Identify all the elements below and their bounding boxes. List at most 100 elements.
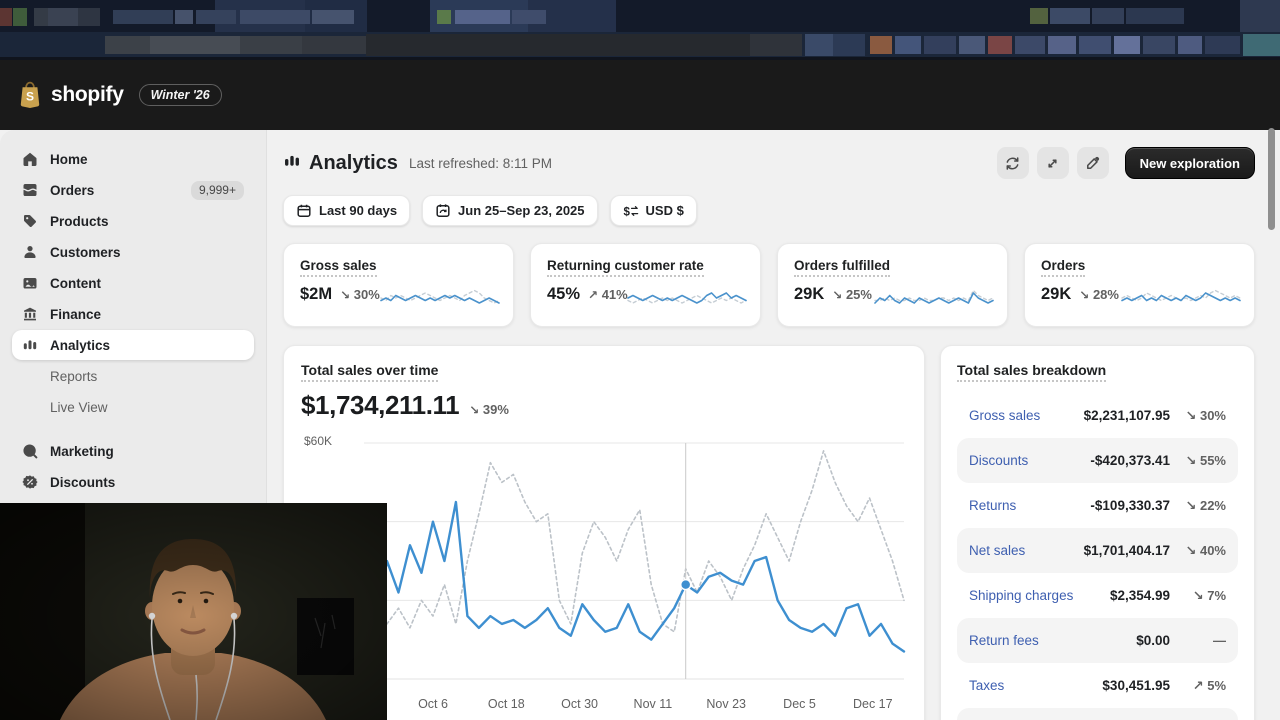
pencil-icon: [1087, 156, 1100, 169]
sidebar-item-label: Analytics: [50, 337, 111, 353]
breakdown-row-returns: Returns -$109,330.37 ↘ 22%: [957, 483, 1238, 528]
breakdown-row-link[interactable]: Gross sales: [969, 408, 1041, 423]
y-axis-top-label: $60K: [304, 434, 333, 448]
sidebar-item-customers[interactable]: Customers: [12, 237, 254, 267]
new-exploration-button[interactable]: New exploration: [1124, 147, 1255, 179]
customers-icon: [22, 244, 38, 260]
x-axis-labels: Oct 6 Oct 18 Oct 30 Nov 11 Nov 23 Dec 5 Dec 17: [344, 697, 906, 715]
filter-last-90-days[interactable]: Last 90 days: [283, 195, 411, 226]
breakdown-row-link[interactable]: Shipping charges: [969, 588, 1074, 603]
calendar-refresh-icon: [435, 203, 451, 219]
marketing-icon: [22, 443, 38, 459]
sidebar-item-finance[interactable]: Finance: [12, 299, 254, 329]
metric-card-orders-fulfilled[interactable]: Orders fulfilled 29K ↘ 25%: [777, 243, 1008, 327]
sales-line-chart[interactable]: [344, 441, 906, 691]
finance-icon: [22, 306, 38, 322]
breakdown-row-link[interactable]: Taxes: [969, 678, 1005, 693]
metric-card-value: 29K: [794, 285, 825, 303]
breakdown-row-value: $0.00: [1136, 633, 1170, 648]
webcam-person-illustration: [0, 503, 387, 720]
x-axis-label: Nov 11: [633, 697, 673, 711]
scrollbar-thumb[interactable]: [1268, 128, 1275, 230]
calendar-icon: [296, 203, 312, 219]
breakdown-row-link[interactable]: Discounts: [969, 453, 1029, 468]
filter-label: Jun 25–Sep 23, 2025: [458, 203, 585, 218]
products-icon: [22, 213, 38, 229]
shopify-topbar: S shopify Winter '26 Search ⌘ K: [0, 60, 1280, 178]
sidebar-item-reports[interactable]: Reports: [12, 361, 254, 391]
breakdown-row-link[interactable]: Net sales: [969, 543, 1026, 558]
chart-title[interactable]: Total sales over time: [301, 362, 439, 382]
breakdown-title[interactable]: Total sales breakdown: [957, 362, 1107, 382]
x-axis-label: Nov 23: [706, 697, 746, 711]
filter-usd-[interactable]: $ USD $: [609, 195, 697, 226]
sidebar-item-marketing[interactable]: Marketing: [12, 436, 254, 466]
analytics-icon: [22, 337, 38, 353]
metric-card-value: 45%: [547, 285, 581, 303]
content-icon: [22, 275, 38, 291]
refresh-cycle-icon: [1006, 156, 1019, 170]
sidebar-item-label: Marketing: [50, 443, 114, 459]
sidebar-item-home[interactable]: Home: [12, 144, 254, 174]
metric-card-title: Orders fulfilled: [794, 258, 891, 277]
filter-jun-25-sep-23-2025[interactable]: Jun 25–Sep 23, 2025: [422, 195, 598, 226]
filter-label: Last 90 days: [319, 203, 398, 218]
filter-label: USD $: [645, 203, 684, 218]
metric-card-delta: ↘ 25%: [832, 287, 872, 302]
edit-button[interactable]: [1076, 147, 1109, 179]
total-sales-breakdown-card: Total sales breakdown Gross sales $2,231,…: [940, 345, 1255, 720]
sidebar-item-label: Customers: [50, 244, 121, 260]
metric-sparkline: [1121, 289, 1241, 302]
logo-wordmark: shopify: [51, 83, 124, 106]
sidebar-item-analytics[interactable]: Analytics: [12, 330, 254, 360]
metric-card-gross-sales[interactable]: Gross sales $2M ↘ 30%: [283, 243, 514, 327]
metric-card-title: Gross sales: [300, 258, 377, 277]
chart-hover-point: [679, 578, 692, 591]
breakdown-rows: Gross sales $2,231,107.95 ↘ 30% Discounts -$…: [957, 393, 1238, 720]
breakdown-row-value: $1,701,404.17: [1083, 543, 1170, 558]
main-content: Analytics Last refreshed: 8:11 PM: [267, 130, 1280, 720]
orders-icon: [22, 182, 38, 198]
sidebar-item-content[interactable]: Content: [12, 268, 254, 298]
page-title: Analytics: [309, 151, 398, 174]
shopify-logo[interactable]: S shopify Winter '26: [0, 81, 222, 109]
orders-count-badge: 9,999+: [190, 180, 244, 200]
metric-card-delta: ↗ 41%: [588, 287, 628, 302]
filter-bar: Last 90 days Jun 25–Sep 23, 2025 $ USD $: [283, 195, 1255, 226]
breakdown-row-delta: ↘ 7%: [1192, 587, 1226, 603]
sidebar-item-products[interactable]: Products: [12, 206, 254, 236]
metric-card-returning-customer-rate[interactable]: Returning customer rate 45% ↗ 41%: [530, 243, 761, 327]
breakdown-row-link[interactable]: Return fees: [969, 633, 1039, 648]
breakdown-row-value: $30,451.95: [1102, 678, 1170, 693]
expand-button[interactable]: [1036, 147, 1069, 179]
breakdown-row-delta: ↘ 30%: [1185, 407, 1226, 423]
metric-card-orders[interactable]: Orders 29K ↘ 28%: [1024, 243, 1255, 327]
sidebar-item-discounts[interactable]: Discounts: [12, 467, 254, 497]
sidebar-item-orders[interactable]: Orders 9,999+: [12, 175, 254, 205]
breakdown-row-partial: [957, 708, 1238, 720]
breakdown-row-value: -$109,330.37: [1090, 498, 1170, 513]
breakdown-row-net-sales: Net sales $1,701,404.17 ↘ 40%: [957, 528, 1238, 573]
sidebar-item-label: Reports: [50, 368, 98, 384]
metric-card-title: Returning customer rate: [547, 258, 704, 277]
sidebar-item-live-view[interactable]: Live View: [12, 392, 254, 422]
refresh-button[interactable]: [996, 147, 1029, 179]
shopify-bag-icon: S: [20, 81, 40, 108]
sidebar-item-label: Finance: [50, 306, 102, 322]
breakdown-row-discounts: Discounts -$420,373.41 ↘ 55%: [957, 438, 1238, 483]
expand-icon: [1048, 158, 1057, 168]
edition-badge[interactable]: Winter '26: [138, 84, 222, 106]
x-axis-label: Dec 5: [783, 697, 816, 711]
breakdown-row-link[interactable]: Returns: [969, 498, 1017, 513]
sidebar-item-label: Live View: [50, 399, 108, 415]
x-axis-label: Oct 6: [418, 697, 448, 711]
metric-sparkline: [627, 292, 747, 304]
webcam-overlay: [0, 503, 387, 720]
metric-sparkline: [874, 289, 994, 304]
svg-text:S: S: [26, 90, 34, 104]
page-header: Analytics Last refreshed: 8:11 PM: [283, 146, 1255, 180]
last-refreshed-text: Last refreshed: 8:11 PM: [408, 155, 553, 171]
discounts-icon: [22, 474, 38, 490]
breakdown-row-delta: ↘ 40%: [1185, 542, 1226, 558]
